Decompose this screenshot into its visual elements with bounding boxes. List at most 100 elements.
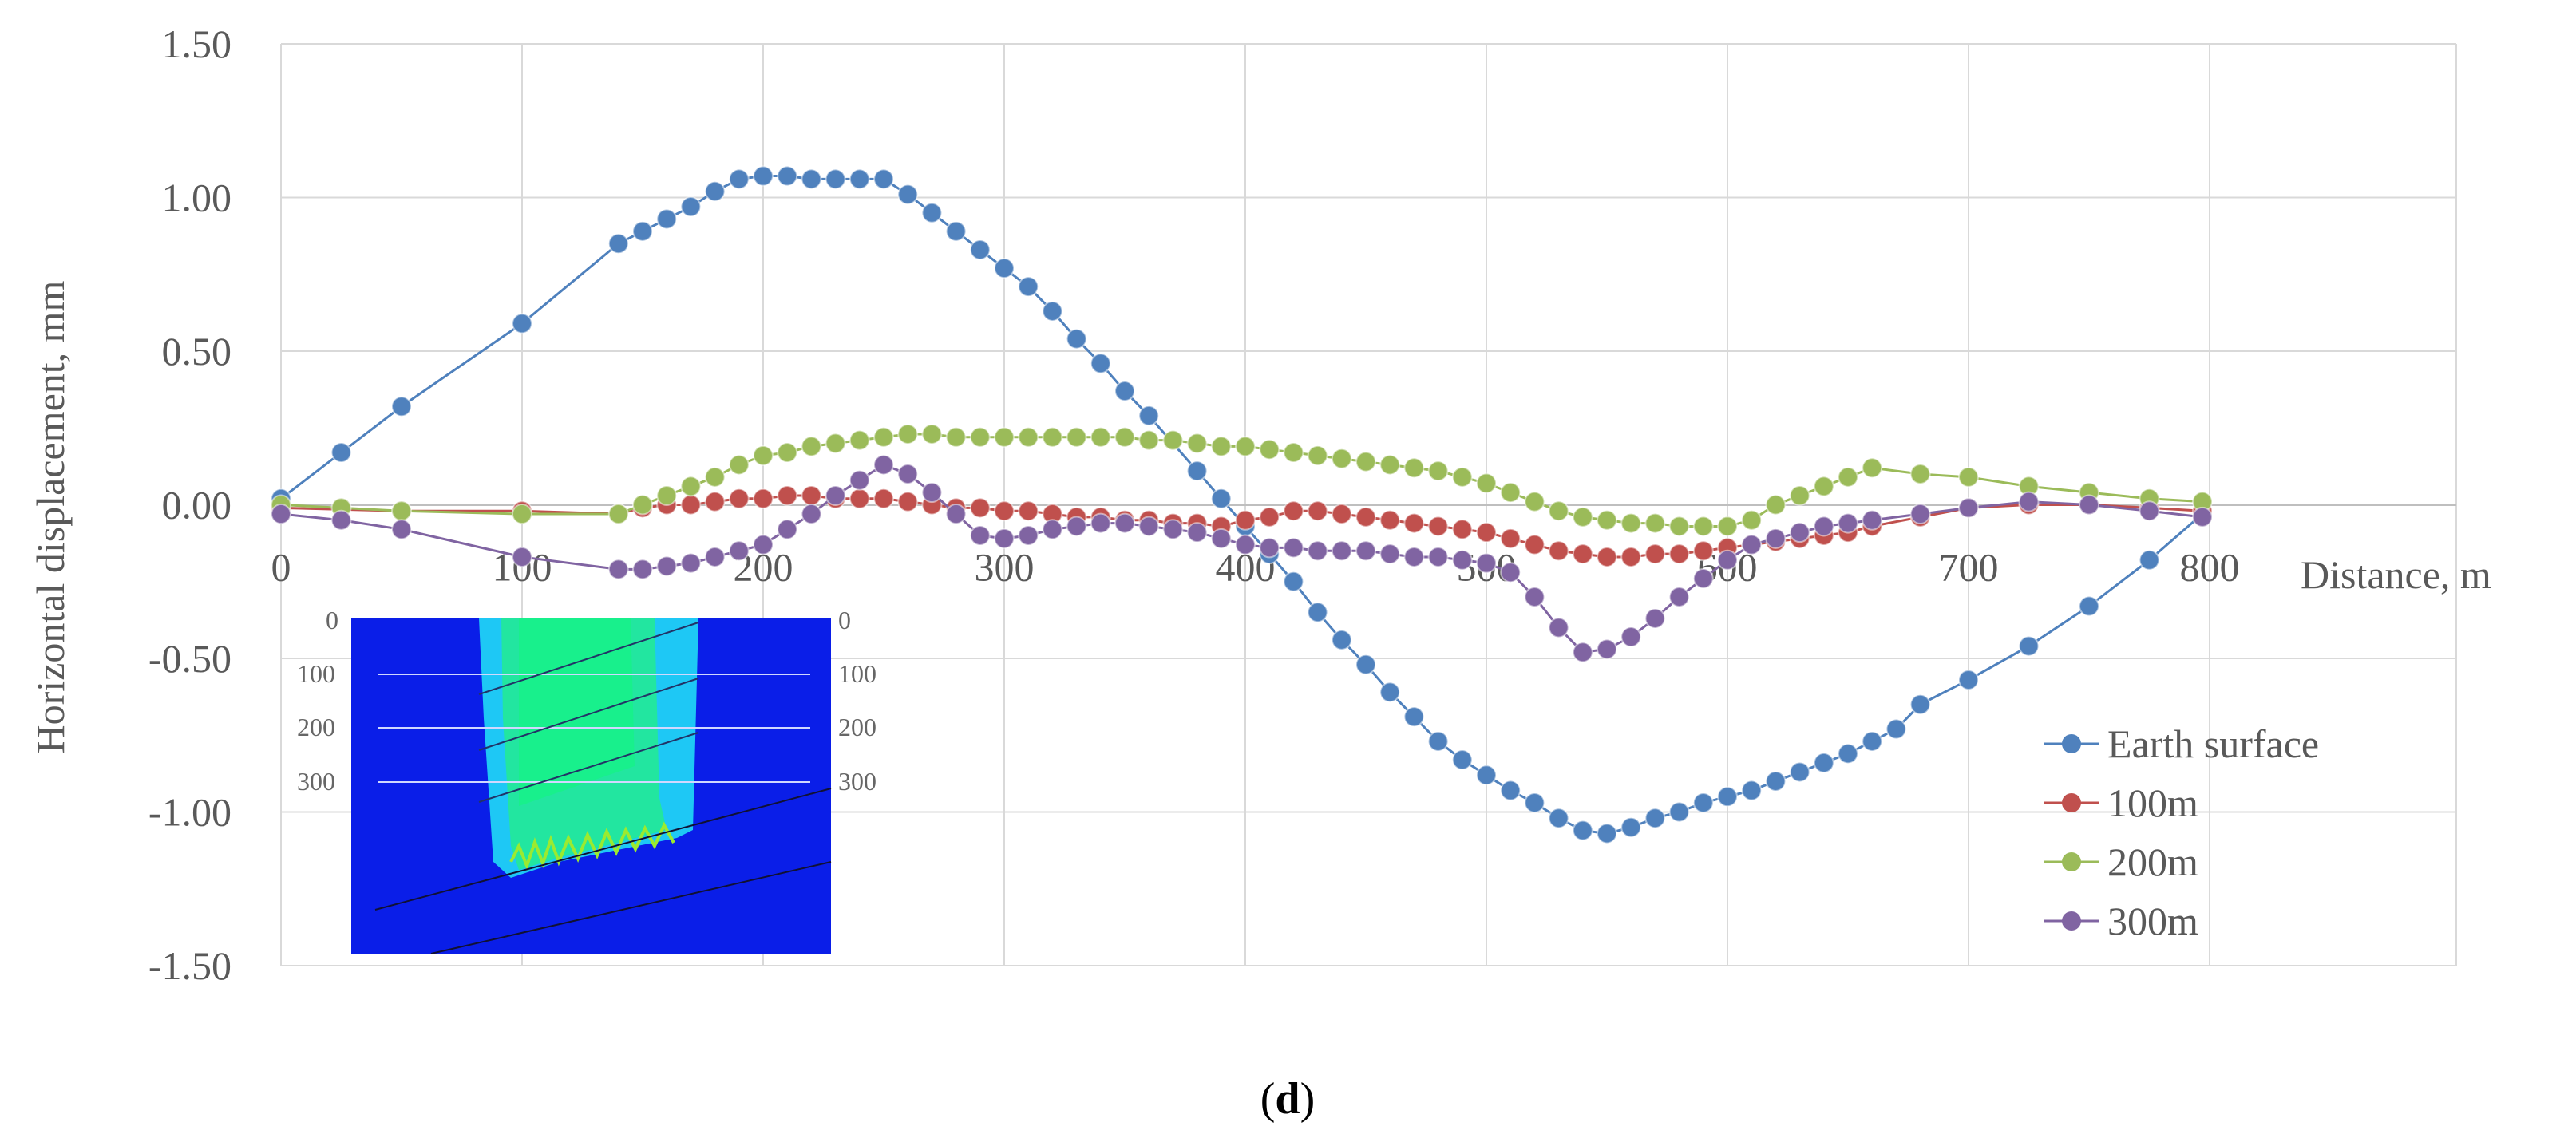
data-point — [1283, 571, 1304, 592]
data-point — [2139, 549, 2160, 571]
data-point — [1186, 433, 1208, 454]
data-point — [1620, 816, 1642, 838]
data-point — [1451, 466, 1473, 488]
inset-seam-line-2 — [430, 861, 832, 954]
data-point — [1668, 587, 1690, 607]
data-point — [1114, 426, 1135, 448]
data-point — [1838, 466, 1858, 488]
data-point — [1789, 522, 1810, 543]
data-point — [1741, 534, 1763, 555]
data-point — [777, 519, 798, 540]
data-point — [1186, 460, 1208, 482]
data-point — [825, 168, 846, 190]
data-point — [849, 469, 870, 491]
legend-label: Earth surface — [2107, 721, 2319, 766]
y-tick-label: 0.00 — [162, 483, 232, 528]
legend-item: 300m — [2044, 899, 2198, 943]
data-point — [801, 484, 822, 506]
data-point — [1548, 808, 1569, 829]
data-point — [1379, 543, 1401, 565]
data-point — [1018, 525, 1039, 546]
data-point — [1572, 820, 1593, 841]
data-point — [512, 504, 532, 525]
data-point — [801, 436, 822, 457]
data-point — [921, 423, 943, 445]
data-point — [777, 442, 798, 464]
inset-strata-line-1 — [478, 622, 699, 695]
data-point — [1114, 381, 1135, 402]
data-point — [1886, 718, 1907, 740]
data-point — [1644, 512, 1666, 534]
data-point — [994, 426, 1015, 448]
data-point — [391, 500, 412, 522]
data-point — [1668, 516, 1690, 537]
legend-marker — [2062, 734, 2081, 753]
data-point — [1909, 693, 1931, 715]
data-point — [2018, 635, 2040, 657]
data-point — [801, 168, 822, 190]
data-point — [849, 429, 870, 451]
data-point — [1210, 436, 1232, 457]
x-axis-title: Distance, m — [2301, 552, 2491, 597]
data-point — [330, 509, 352, 531]
data-point — [1741, 509, 1763, 531]
data-point — [945, 504, 967, 525]
data-point — [1765, 494, 1787, 516]
data-point — [1813, 516, 1834, 537]
data-point — [1138, 429, 1160, 451]
data-point — [607, 504, 629, 525]
data-point — [1162, 519, 1184, 540]
inset-strata-line-2 — [478, 678, 699, 751]
series-lines — [271, 165, 2213, 844]
data-point — [1427, 460, 1449, 482]
data-point — [1524, 534, 1545, 555]
data-point — [1018, 276, 1039, 298]
data-point — [1548, 540, 1569, 562]
data-point — [969, 525, 991, 546]
data-point — [1307, 500, 1328, 522]
inset-contour-image: 0 100 200 300 0 100 200 300 — [297, 606, 876, 954]
data-point — [873, 454, 894, 476]
data-point — [994, 528, 1015, 549]
data-point — [969, 239, 991, 260]
data-point — [1524, 587, 1545, 607]
data-point — [1765, 528, 1787, 549]
data-point — [1114, 512, 1135, 534]
data-point — [680, 476, 702, 497]
data-point — [632, 559, 653, 580]
data-point — [1909, 504, 1931, 525]
data-point — [825, 433, 846, 454]
inset-right-label-0: 0 — [838, 606, 851, 634]
data-point — [2079, 595, 2099, 617]
data-point — [607, 233, 629, 255]
data-point — [1331, 448, 1352, 469]
data-point — [1500, 562, 1521, 583]
data-point — [1741, 780, 1763, 801]
data-point — [1138, 516, 1160, 537]
data-point — [1018, 426, 1039, 448]
data-point — [1813, 476, 1834, 497]
data-point — [1597, 823, 1617, 844]
data-point — [1789, 761, 1810, 783]
data-point — [1451, 749, 1473, 771]
data-point — [680, 494, 702, 516]
data-point — [753, 445, 774, 466]
data-point — [656, 208, 678, 230]
data-point — [1090, 512, 1111, 534]
data-point — [680, 196, 702, 218]
data-point — [680, 552, 702, 574]
data-point — [1644, 607, 1666, 629]
data-point — [994, 258, 1015, 279]
legend-label: 200m — [2107, 840, 2198, 884]
x-tick-label: 300 — [975, 545, 1035, 590]
data-point — [873, 426, 894, 448]
data-point — [849, 168, 870, 190]
data-point — [1572, 506, 1593, 528]
data-point — [632, 494, 653, 516]
data-point — [656, 555, 678, 577]
panel-label-open: ( — [1260, 1074, 1276, 1124]
panel-label: (d) — [1260, 1074, 1315, 1124]
data-point — [512, 313, 532, 334]
data-point — [391, 519, 412, 540]
data-point — [777, 165, 798, 187]
